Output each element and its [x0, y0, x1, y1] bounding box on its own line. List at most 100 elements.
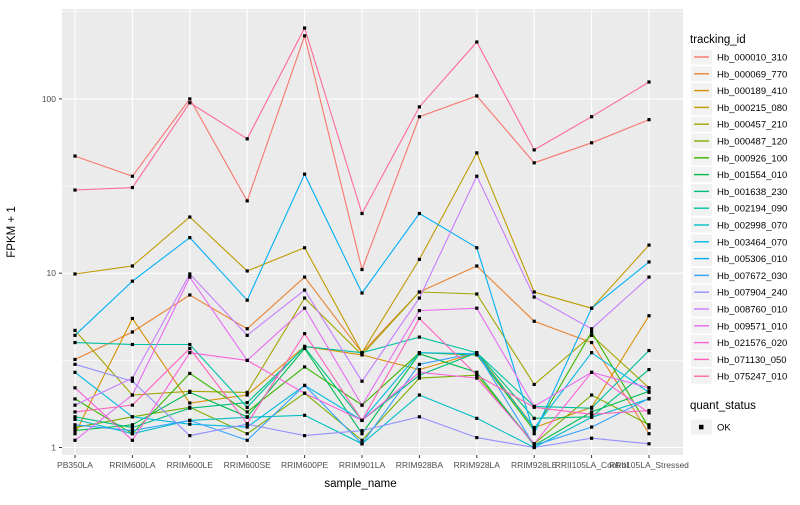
legend-label: Hb_007672_030: [717, 271, 787, 282]
data-point-marker: [532, 161, 536, 165]
quant-status-ok-marker: [699, 424, 704, 430]
x-tick-label: RRIM928BA: [396, 460, 444, 470]
data-point-marker: [360, 418, 364, 423]
legend-label: Hb_007904_240: [717, 288, 787, 299]
data-point-marker: [590, 327, 594, 331]
data-point-marker: [188, 351, 192, 355]
data-point-marker: [590, 415, 594, 419]
data-point-marker: [647, 423, 651, 427]
data-point-marker: [647, 118, 651, 122]
legend-label: Hb_000215_080: [717, 103, 787, 114]
data-point-marker: [73, 397, 77, 401]
data-point-marker: [245, 358, 249, 363]
data-point-marker: [532, 290, 536, 294]
legend-label: Hb_005306_010: [717, 254, 787, 265]
data-point-marker: [590, 351, 594, 355]
data-point-marker: [647, 426, 651, 430]
data-point-marker: [590, 436, 594, 440]
legend-label: Hb_000189_410: [717, 86, 787, 97]
data-point-marker: [475, 151, 479, 155]
data-point-marker: [647, 408, 651, 413]
data-point-marker: [647, 243, 651, 247]
data-point-marker: [532, 382, 536, 387]
data-point-marker: [360, 291, 364, 295]
data-point-marker: [532, 416, 536, 420]
data-point-marker: [417, 316, 421, 321]
data-point-marker: [532, 148, 536, 152]
data-point-marker: [417, 105, 421, 109]
data-point-marker: [475, 306, 479, 310]
data-point-marker: [73, 362, 77, 366]
data-point-marker: [73, 333, 77, 337]
legend-label: Hb_000010_310: [717, 53, 787, 64]
data-point-marker: [73, 415, 77, 419]
x-tick-label: RRIM600SE: [224, 460, 272, 470]
y-tick-label: 10: [47, 268, 57, 278]
legend-label: Hb_003464_070: [717, 237, 787, 248]
legend-label: Hb_000457_210: [717, 120, 787, 131]
data-point-marker: [360, 351, 364, 355]
data-point-marker: [130, 174, 134, 178]
x-tick-label: RRII105LA_Control: [555, 460, 629, 470]
data-point-marker: [532, 426, 536, 430]
data-point-marker: [590, 330, 594, 334]
data-point-marker: [590, 340, 594, 345]
legend-label: Hb_008760_010: [717, 305, 787, 316]
data-point-marker: [360, 403, 364, 407]
data-point-marker: [303, 306, 307, 310]
data-point-marker: [417, 257, 421, 261]
legend-label: Hb_000069_770: [717, 69, 787, 80]
data-point-marker: [475, 370, 479, 374]
data-point-marker: [647, 386, 651, 390]
data-point-marker: [130, 376, 134, 380]
data-point-marker: [73, 188, 77, 192]
legend-title-quant-status: quant_status: [690, 400, 756, 412]
data-point-marker: [590, 406, 594, 410]
data-point-marker: [417, 335, 421, 339]
data-point-marker: [245, 432, 249, 436]
data-point-marker: [245, 438, 249, 442]
data-point-marker: [245, 393, 249, 397]
data-point-marker: [188, 434, 192, 438]
data-point-marker: [475, 416, 479, 420]
x-axis-title: sample_name: [324, 478, 396, 490]
data-point-marker: [360, 442, 364, 446]
data-point-marker: [130, 432, 134, 436]
data-point-marker: [360, 438, 364, 442]
data-point-marker: [245, 298, 249, 302]
data-point-marker: [532, 405, 536, 409]
x-tick-label: RRIM600LE: [167, 460, 214, 470]
data-point-marker: [188, 293, 192, 297]
y-axis-title: FPKM + 1: [6, 206, 18, 257]
data-point-marker: [303, 383, 307, 388]
data-point-marker: [130, 429, 134, 433]
data-point-marker: [245, 269, 249, 273]
data-point-marker: [73, 410, 77, 414]
data-point-marker: [532, 442, 536, 446]
data-point-marker: [245, 415, 249, 419]
data-point-marker: [188, 272, 192, 276]
data-point-marker: [590, 306, 594, 310]
data-point-marker: [303, 434, 307, 438]
data-point-marker: [73, 370, 77, 374]
data-point-marker: [245, 327, 249, 331]
data-point-marker: [73, 438, 77, 442]
data-point-marker: [130, 423, 134, 427]
data-point-marker: [590, 370, 594, 374]
data-point-marker: [475, 351, 479, 355]
data-point-marker: [417, 211, 421, 216]
data-point-marker: [647, 432, 651, 436]
data-point-marker: [303, 332, 307, 336]
data-point-marker: [360, 432, 364, 436]
data-point-marker: [130, 316, 134, 321]
data-point-marker: [130, 279, 134, 283]
data-point-marker: [130, 393, 134, 397]
data-point-marker: [532, 319, 536, 323]
x-tick-label: RRIM901LA: [339, 460, 386, 470]
data-point-marker: [417, 373, 421, 377]
data-point-marker: [417, 362, 421, 366]
data-point-marker: [475, 94, 479, 98]
data-point-marker: [188, 236, 192, 240]
